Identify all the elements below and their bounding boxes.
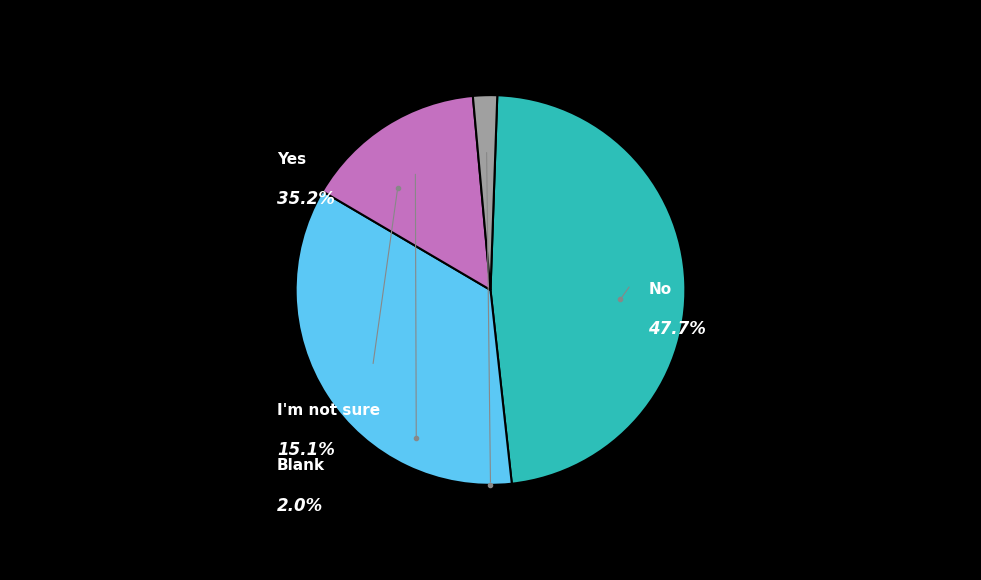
- Text: No: No: [648, 282, 671, 297]
- Text: 15.1%: 15.1%: [277, 441, 335, 459]
- Text: Blank: Blank: [277, 458, 325, 473]
- Wedge shape: [473, 95, 497, 290]
- Text: 2.0%: 2.0%: [277, 496, 324, 514]
- Wedge shape: [295, 191, 512, 485]
- Wedge shape: [490, 95, 686, 484]
- Text: 47.7%: 47.7%: [648, 320, 706, 338]
- Wedge shape: [323, 96, 490, 290]
- Text: Yes: Yes: [277, 152, 306, 167]
- Text: I'm not sure: I'm not sure: [277, 403, 381, 418]
- Text: 35.2%: 35.2%: [277, 190, 335, 208]
